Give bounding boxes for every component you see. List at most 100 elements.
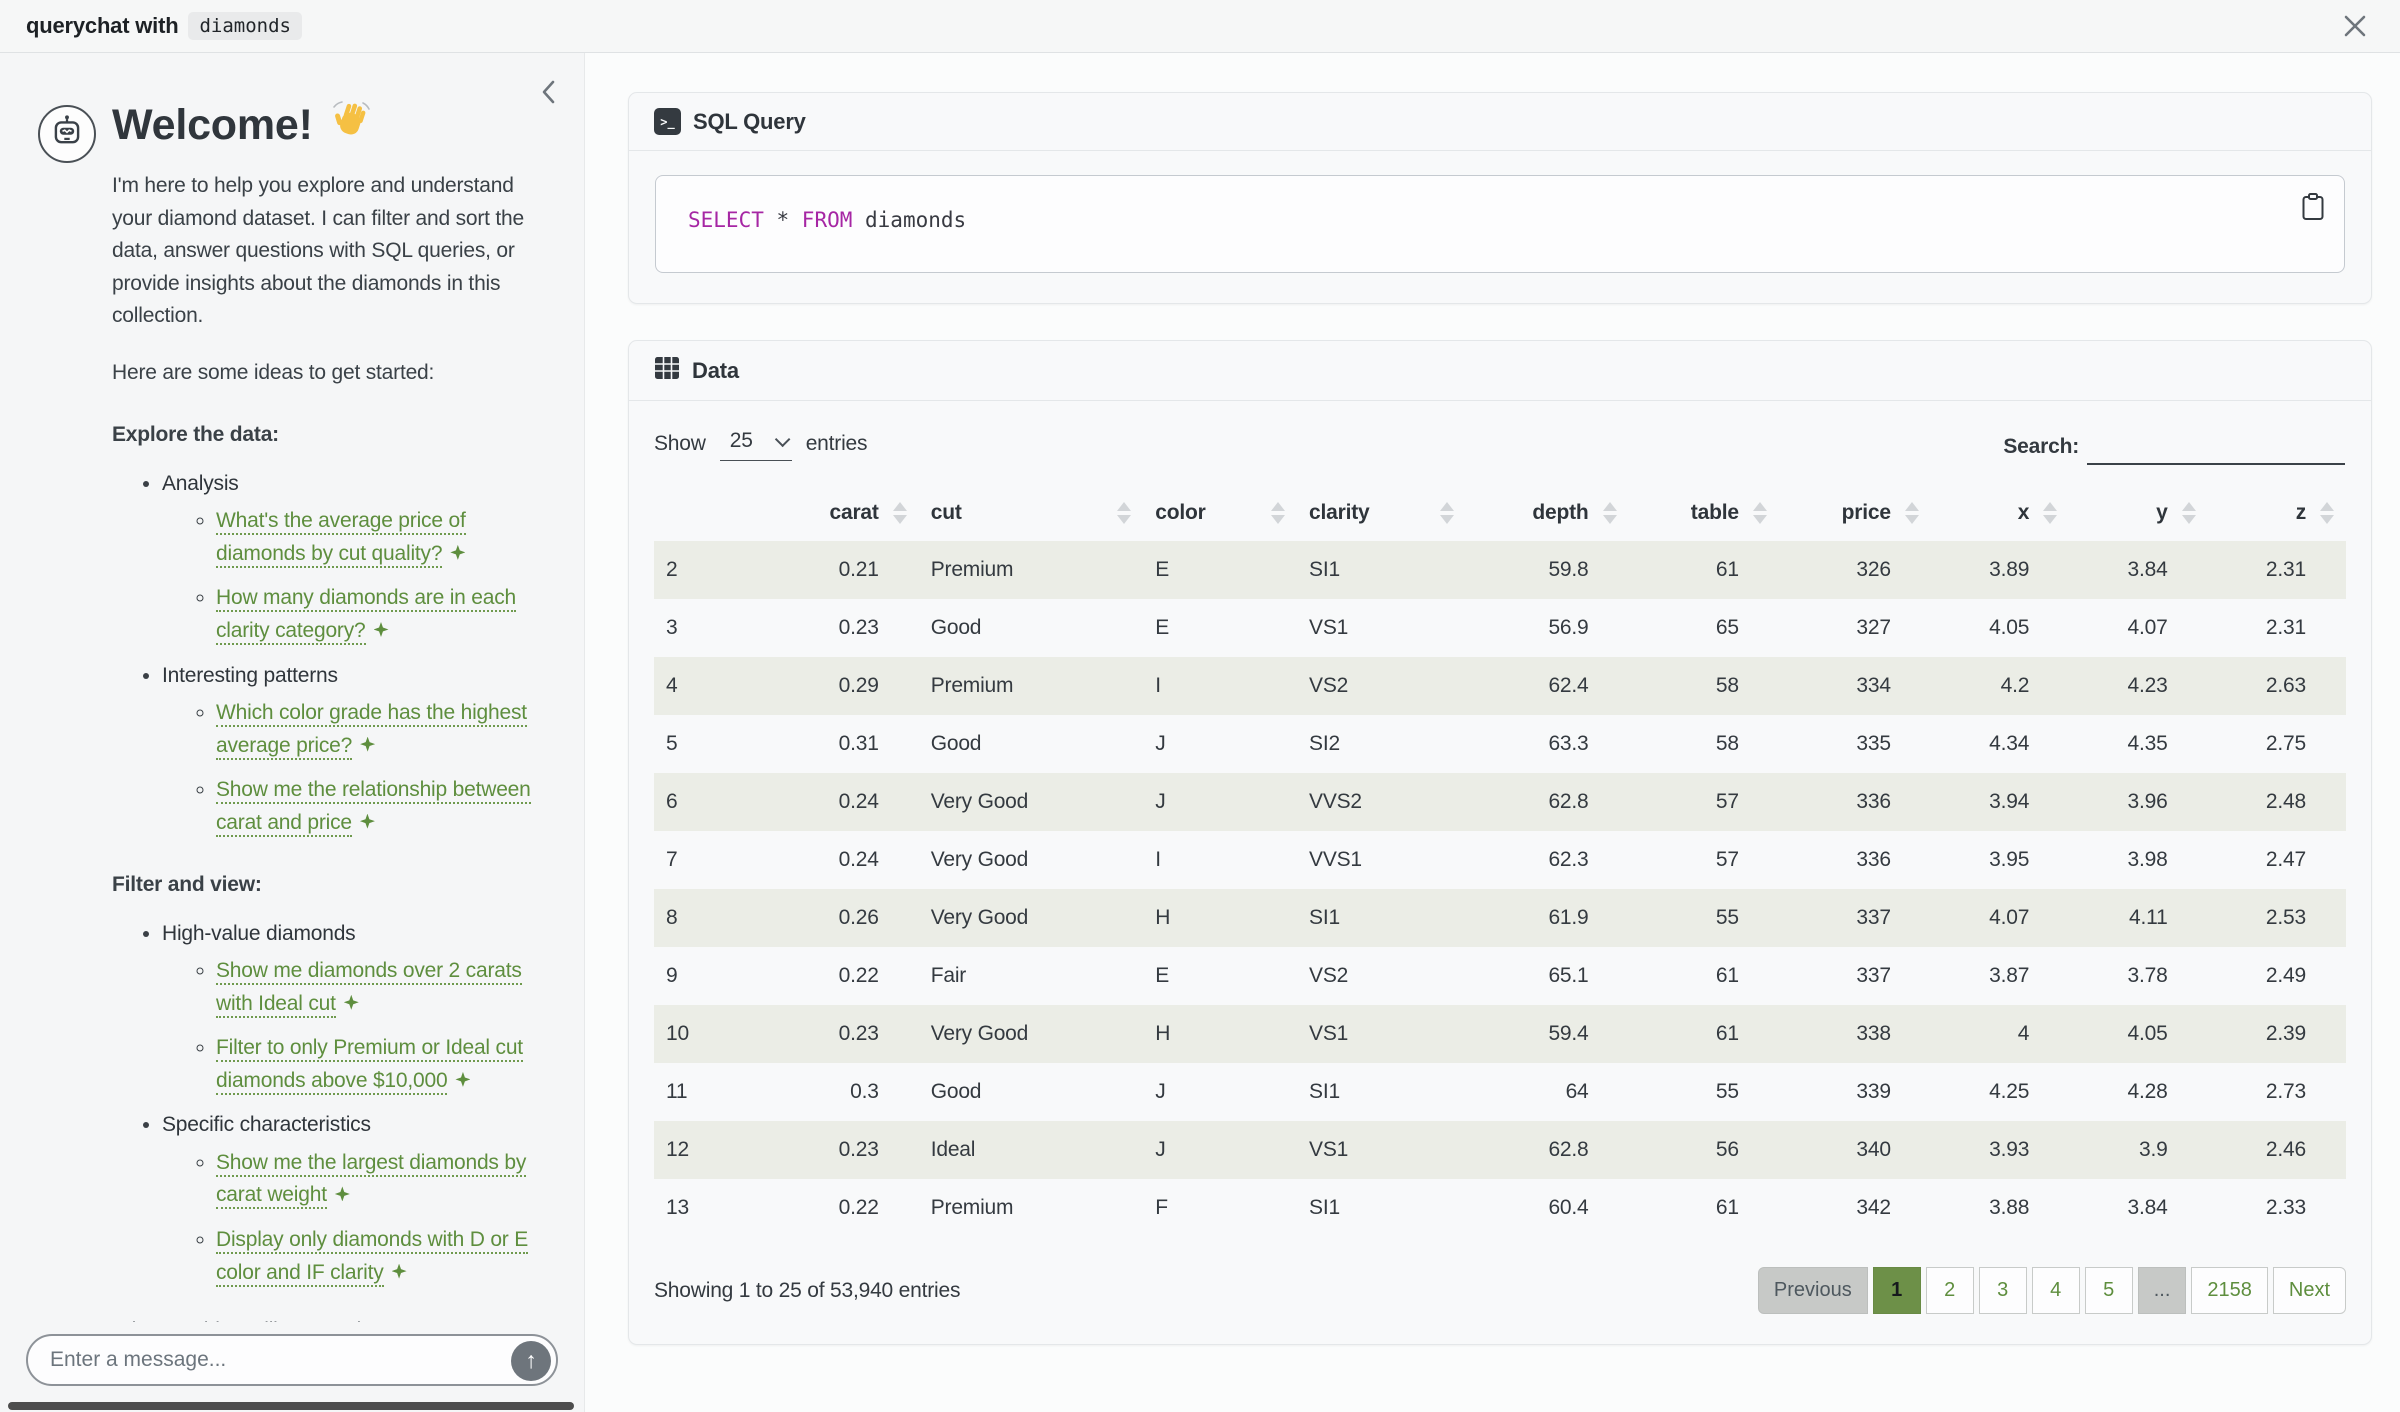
cell-cut: Very Good	[930, 906, 1029, 929]
cell-cut: Ideal	[930, 1138, 976, 1161]
cell-carat: 0.24	[838, 848, 879, 871]
cell-color: I	[1155, 848, 1161, 871]
sidebar-scrollbar[interactable]	[8, 1402, 574, 1410]
cell-table: 57	[1715, 790, 1739, 813]
page-button-4[interactable]: 4	[2031, 1267, 2080, 1314]
data-table-head: carat cut color clarity depth table price x y z	[654, 485, 2346, 541]
row-index-cell: 2	[666, 558, 678, 581]
page-button-2[interactable]: 2	[1925, 1267, 1974, 1314]
page-button-1[interactable]: 1	[1872, 1267, 1921, 1314]
page-button-previous[interactable]: Previous	[1757, 1267, 1868, 1314]
cell-color: F	[1155, 1196, 1168, 1219]
suggestion-link[interactable]: Display only diamonds with D or E color …	[216, 1228, 528, 1287]
column-label: color	[1155, 501, 1206, 524]
cell-color: I	[1155, 674, 1161, 697]
page-button-2158[interactable]: 2158	[2191, 1267, 2268, 1314]
page-button-next[interactable]: Next	[2272, 1267, 2346, 1314]
group-label: Specific characteristics	[162, 1113, 371, 1137]
message-input[interactable]	[26, 1334, 558, 1386]
cell-cut: Premium	[930, 1196, 1014, 1219]
cell-cut: Fair	[930, 964, 967, 987]
table-controls: Show 25 entries Search:	[629, 401, 2371, 471]
group-label: High-value diamonds	[162, 921, 356, 945]
sort-arrows-icon	[1752, 502, 1767, 524]
cell-clarity: SI1	[1309, 1196, 1340, 1219]
cell-x: 3.95	[1989, 848, 2030, 871]
cell-y: 3.78	[2127, 964, 2168, 987]
group-label: Interesting patterns	[162, 663, 338, 687]
suggestion-link[interactable]: Show me the largest diamonds by carat we…	[216, 1150, 526, 1210]
column-header-x[interactable]: x	[1931, 485, 2069, 541]
column-header-color[interactable]: color	[1143, 485, 1297, 541]
cell-price: 337	[1856, 964, 1891, 987]
list-item: Display only diamonds with D or E color …	[216, 1224, 556, 1289]
chevron-down-icon	[774, 431, 791, 447]
cell-carat: 0.29	[838, 674, 879, 697]
cell-cut: Very Good	[930, 848, 1029, 871]
cell-clarity: SI1	[1309, 1080, 1340, 1103]
table-row: 3 0.23 Good E VS1 56.9 65 327 4.05 4.07 2.31	[654, 599, 2346, 657]
cell-depth: 62.8	[1548, 1138, 1589, 1161]
column-header-y[interactable]: y	[2069, 485, 2207, 541]
welcome-text: Welcome!	[112, 101, 313, 149]
group-label: Analysis	[162, 471, 239, 495]
cell-table: 58	[1715, 674, 1739, 697]
sidebar-collapse-button[interactable]	[532, 73, 566, 111]
column-header-price[interactable]: price	[1779, 485, 1931, 541]
column-header-depth[interactable]: depth	[1466, 485, 1629, 541]
cell-z: 2.47	[2265, 848, 2306, 871]
cell-cut: Premium	[930, 558, 1014, 581]
sql-text: *	[763, 208, 802, 232]
cell-z: 2.33	[2265, 1196, 2306, 1219]
column-label: clarity	[1309, 501, 1370, 524]
cell-depth: 65.1	[1548, 964, 1589, 987]
search-input[interactable]	[2087, 427, 2345, 465]
entries-select[interactable]: 25	[719, 427, 792, 461]
suggestion-link[interactable]: Show me the relationship between carat a…	[216, 778, 531, 837]
cell-table: 58	[1715, 732, 1739, 755]
page-button-[interactable]: ...	[2137, 1267, 2187, 1314]
sparkle-icon	[373, 621, 389, 637]
data-card-header: Data	[629, 341, 2371, 401]
cell-carat: 0.31	[838, 732, 879, 755]
cell-z: 2.31	[2265, 616, 2306, 639]
cell-depth: 56.9	[1548, 616, 1589, 639]
cell-table: 61	[1715, 558, 1739, 581]
page-button-3[interactable]: 3	[1978, 1267, 2027, 1314]
column-header-carat[interactable]: carat	[767, 485, 919, 541]
table-wrap: carat cut color clarity depth table price x y z 2…	[629, 471, 2371, 1237]
group-high-value: High-value diamonds Show me diamonds ove…	[162, 918, 556, 1098]
cell-color: J	[1155, 1080, 1166, 1103]
list-item: Show me the largest diamonds by carat we…	[216, 1147, 556, 1212]
cell-clarity: VS1	[1309, 616, 1349, 639]
sort-arrows-icon	[2320, 502, 2334, 524]
row-index-cell: 4	[666, 674, 678, 697]
column-header-table[interactable]: table	[1629, 485, 1779, 541]
arrow-up-icon: ↑	[525, 1346, 537, 1373]
send-button[interactable]: ↑	[511, 1341, 551, 1381]
sparkle-icon	[455, 1071, 471, 1087]
sql-card-title: SQL Query	[693, 108, 806, 134]
suggestion-link[interactable]: Filter to only Premium or Ideal cut diam…	[216, 1036, 523, 1095]
copy-button[interactable]	[2296, 188, 2330, 226]
cell-y: 3.98	[2127, 848, 2168, 871]
column-header-cut[interactable]: cut	[919, 485, 1144, 541]
table-row: 6 0.24 Very Good J VVS2 62.8 57 336 3.94 3.96 2.48	[654, 773, 2346, 831]
column-header-z[interactable]: z	[2208, 485, 2346, 541]
page-button-5[interactable]: 5	[2084, 1267, 2133, 1314]
cell-price: 342	[1856, 1196, 1891, 1219]
suggestion-link[interactable]: Which color grade has the highest averag…	[216, 701, 527, 760]
cell-depth: 62.4	[1548, 674, 1589, 697]
sql-code-block: SELECT * FROM diamonds	[655, 175, 2345, 273]
sparkle-icon	[334, 1186, 350, 1202]
sort-arrows-icon	[2043, 502, 2058, 524]
sort-arrows-icon	[1904, 502, 1919, 524]
close-button[interactable]	[2336, 7, 2374, 45]
suggestion-link[interactable]: Show me diamonds over 2 carats with Idea…	[216, 959, 522, 1018]
column-header-clarity[interactable]: clarity	[1297, 485, 1466, 541]
data-table-body: 2 0.21 Premium E SI1 59.8 61 326 3.89 3.84 2.31 3 0.…	[654, 541, 2346, 1237]
row-index-cell: 9	[666, 964, 678, 987]
cell-carat: 0.23	[838, 1138, 879, 1161]
suggestion-link[interactable]: What's the average price of diamonds by …	[216, 509, 466, 568]
suggestion-link[interactable]: How many diamonds are in each clarity ca…	[216, 586, 516, 645]
